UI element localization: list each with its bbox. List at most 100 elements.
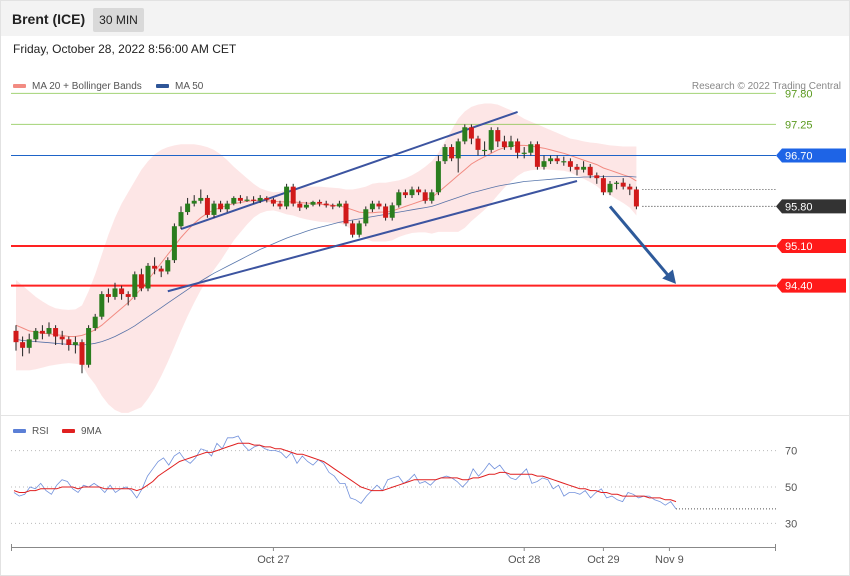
candle-body [204, 197, 210, 215]
candle [171, 223, 177, 263]
level-label: 95.80 [776, 199, 846, 214]
ma20-swatch [13, 84, 26, 89]
candle [79, 339, 85, 374]
candle [614, 180, 620, 190]
candle [369, 200, 375, 213]
ma50-swatch [156, 84, 169, 89]
x-tick-label: Oct 29 [587, 554, 619, 566]
candle [26, 333, 32, 354]
candle [72, 336, 78, 354]
candle [145, 262, 151, 292]
level-label: 95.10 [776, 239, 846, 254]
candle [303, 201, 309, 210]
candle-body [488, 130, 494, 150]
candle [620, 178, 626, 190]
candle [574, 164, 580, 176]
candle [449, 144, 455, 162]
candle-body [165, 260, 171, 272]
candle [204, 195, 210, 218]
candle-body [409, 189, 415, 196]
candle [627, 183, 633, 196]
candle [112, 282, 118, 300]
legend-rsi: RSI [13, 426, 49, 437]
candle [475, 135, 481, 156]
candle [284, 183, 290, 210]
candle-body [620, 182, 626, 187]
candle [363, 206, 369, 227]
candle [224, 200, 230, 213]
candle [158, 265, 164, 278]
candle [462, 124, 468, 145]
candle-body [132, 274, 138, 297]
candle-body [178, 212, 184, 227]
candle-body [429, 192, 435, 201]
price-label-96-70: 96.70 [785, 151, 813, 163]
candle [548, 155, 554, 165]
candle [376, 200, 382, 210]
candle-body [310, 201, 316, 205]
candle [468, 124, 474, 145]
price-label-97-80: 97.80 [785, 88, 813, 100]
rsi-tick-label: 50 [785, 482, 797, 494]
candle [59, 330, 65, 345]
candle-body [270, 199, 276, 204]
candle-body [482, 149, 488, 152]
chart-datetime: Friday, October 28, 2022 8:56:00 AM CET [13, 42, 237, 56]
candle [330, 203, 336, 210]
legend-rsi-label: RSI [32, 426, 49, 437]
candle-body [416, 189, 422, 193]
candle-body [587, 166, 593, 176]
candle-body [237, 197, 243, 201]
candle-body [574, 166, 580, 170]
candle [270, 197, 276, 207]
candle [508, 135, 514, 150]
candle-body [435, 161, 441, 193]
ma9-swatch [62, 429, 75, 434]
candle [442, 144, 448, 165]
candle [409, 186, 415, 198]
candle-body [171, 226, 177, 261]
candle [211, 200, 217, 218]
candle-body [462, 127, 468, 142]
candle [581, 161, 587, 173]
candle-body [607, 183, 613, 193]
candle-body [257, 197, 263, 201]
candle-body [92, 316, 98, 329]
level-label: 97.80 [785, 88, 813, 100]
candle [416, 186, 422, 196]
candle [165, 257, 171, 275]
candle-body [581, 166, 587, 170]
candle [237, 195, 243, 204]
legend-9ma: 9MA [62, 426, 102, 437]
candle [561, 156, 567, 166]
candle-body [72, 342, 78, 345]
candle-body [343, 203, 349, 224]
candle [152, 257, 158, 275]
candle [46, 322, 52, 337]
candle-body [442, 147, 448, 162]
candle-body [86, 328, 92, 365]
candle-body [53, 328, 59, 337]
price-tag-bg [776, 148, 846, 163]
candle [554, 155, 560, 165]
candle-body [112, 288, 118, 297]
timeframe-badge[interactable]: 30 MIN [93, 8, 144, 32]
candle [402, 189, 408, 198]
candle [191, 195, 197, 207]
candle [86, 325, 92, 368]
candle-body [297, 203, 303, 208]
candle [356, 220, 362, 238]
candle-body [389, 205, 395, 218]
candle-body [251, 199, 257, 201]
candle-body [541, 161, 547, 167]
candle [515, 138, 521, 159]
level-label: 96.70 [776, 148, 846, 163]
candle-body [528, 144, 534, 153]
candle [422, 189, 428, 204]
level-label: 94.40 [776, 278, 846, 293]
candle [495, 127, 501, 148]
candle [396, 189, 402, 208]
candle [336, 200, 342, 208]
candle-body [515, 141, 521, 153]
